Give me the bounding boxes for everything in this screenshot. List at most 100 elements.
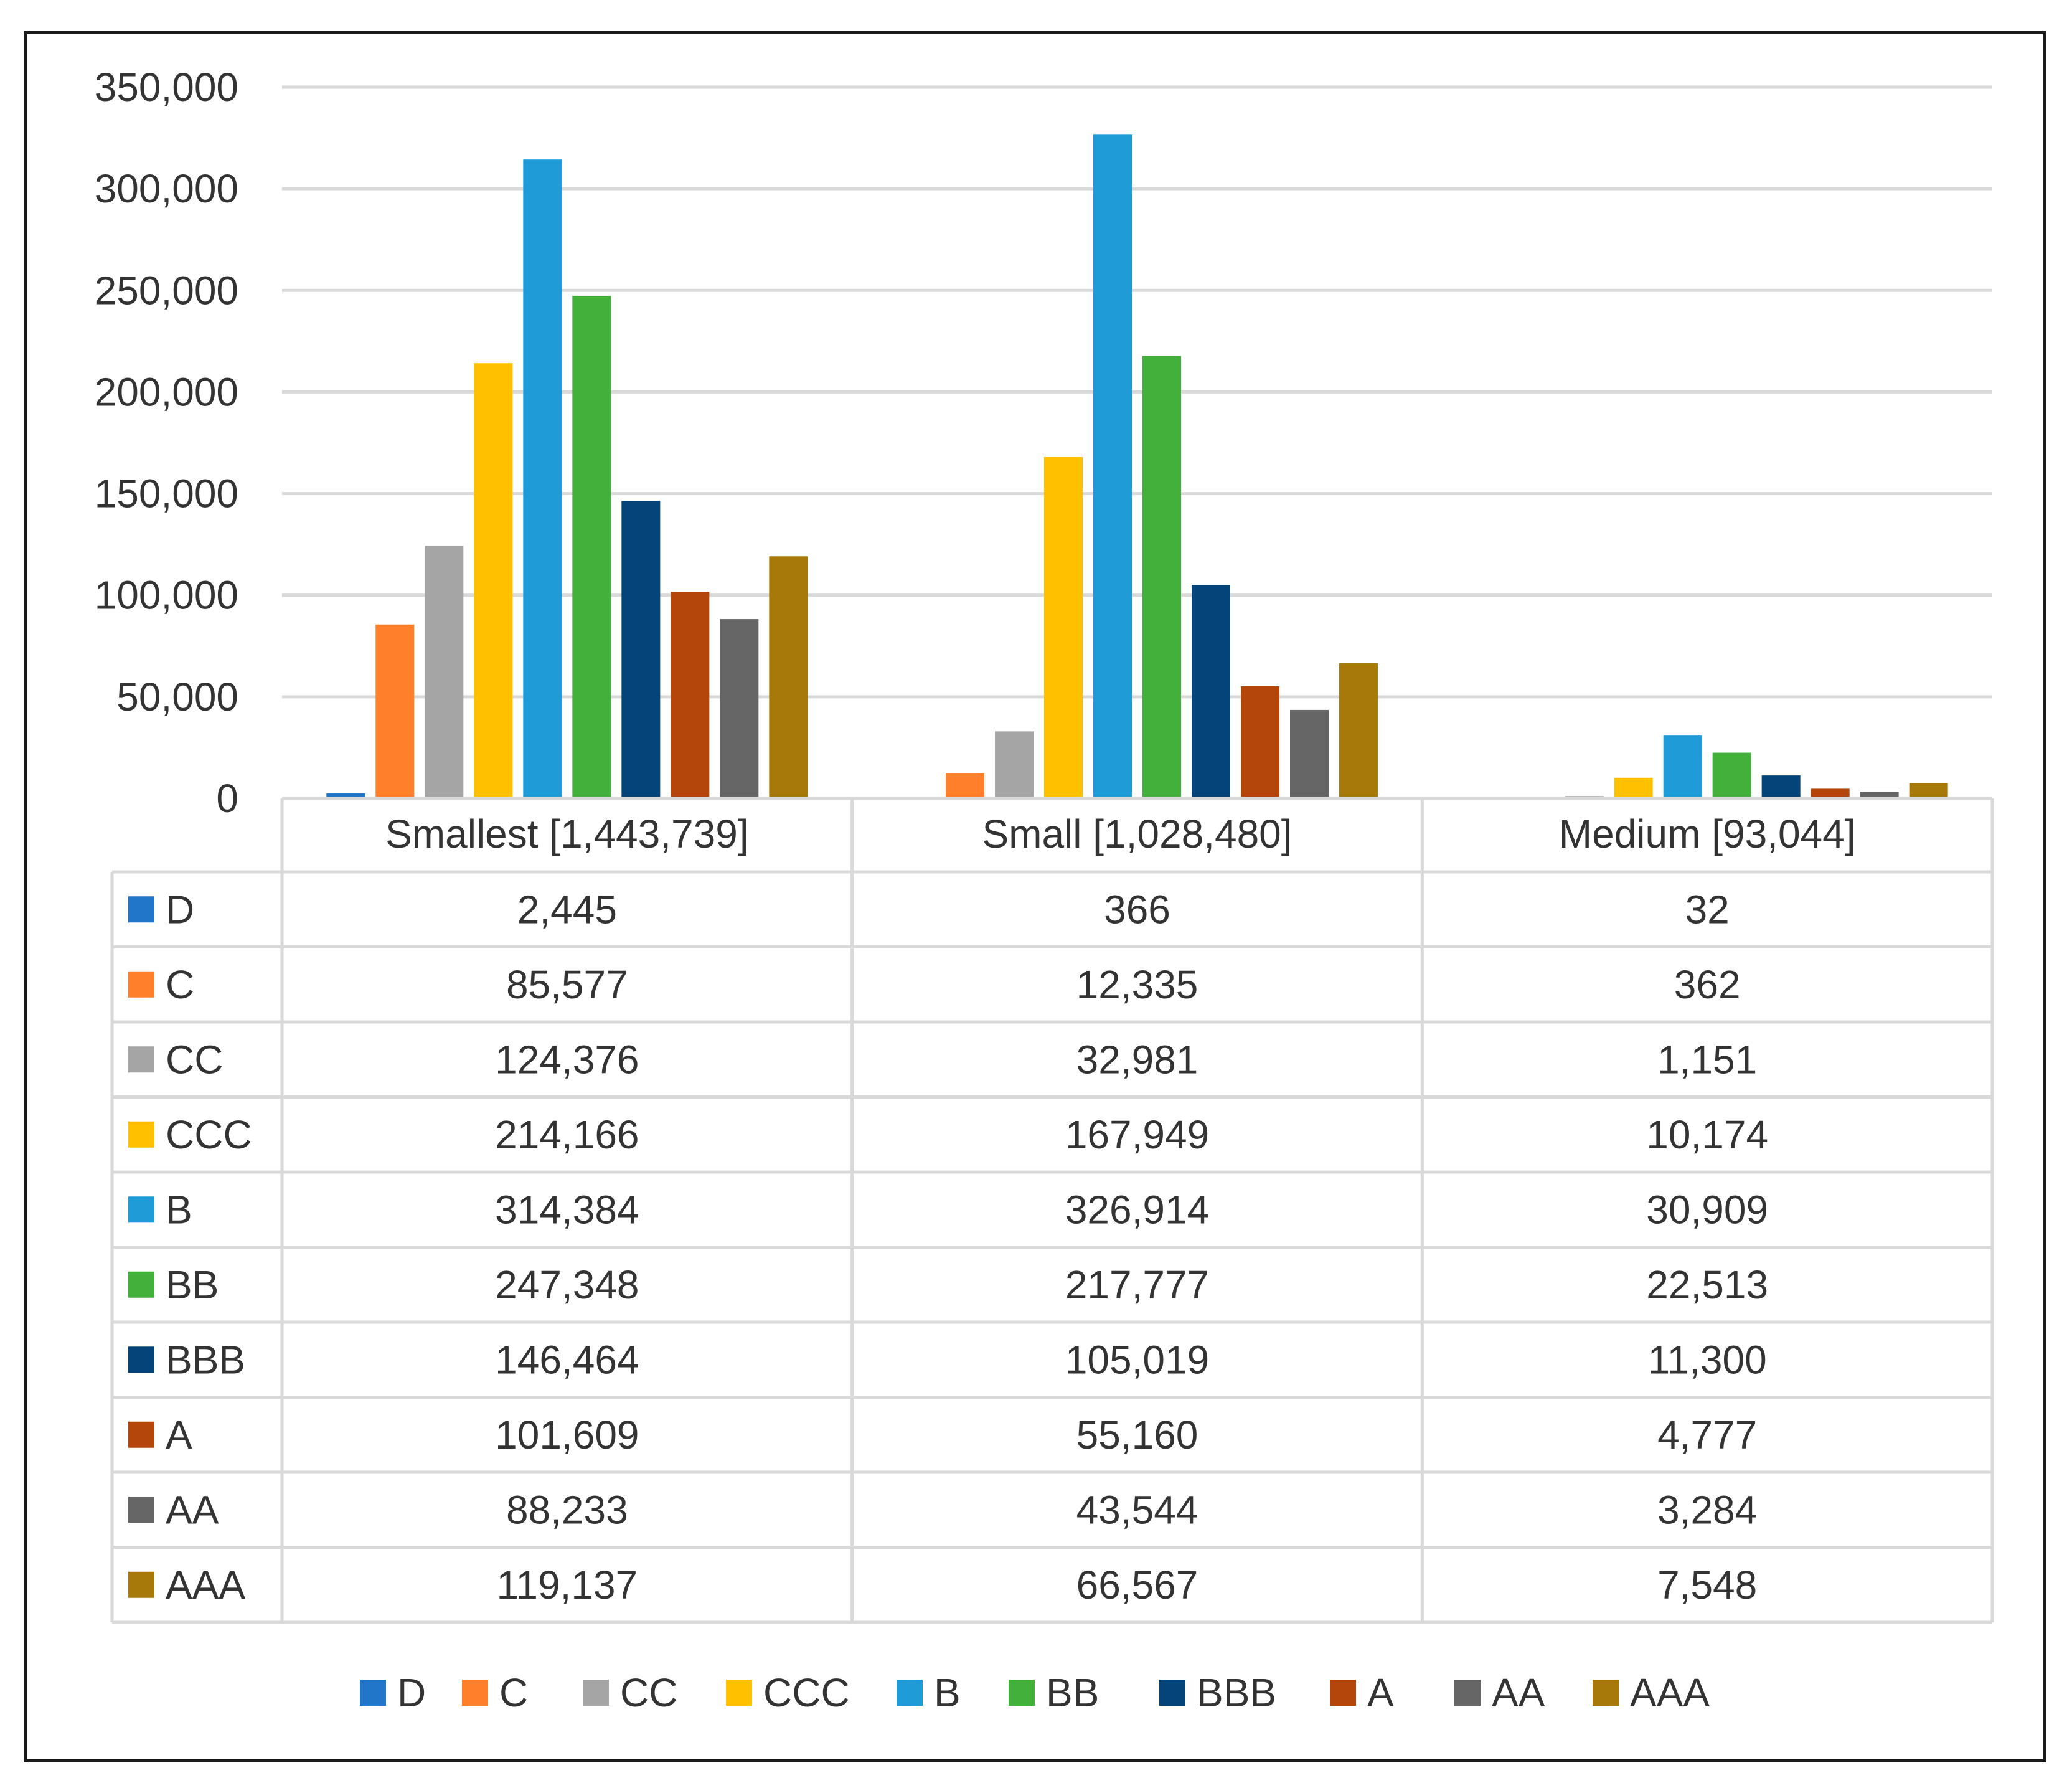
legend-swatch (1159, 1680, 1185, 1706)
table-row-label: D (166, 887, 194, 932)
legend-swatch (1330, 1680, 1356, 1706)
legend-swatch (1009, 1680, 1035, 1706)
bar-d (326, 793, 365, 798)
table-row-label: BBB (166, 1337, 245, 1382)
table-row-label: BB (166, 1262, 219, 1307)
table-cell-value: 214,166 (495, 1112, 639, 1157)
table-cell-value: 105,019 (1065, 1337, 1209, 1382)
table-cell-value: 366 (1104, 887, 1170, 932)
table-row-label: A (166, 1412, 192, 1457)
y-tick-label: 150,000 (95, 471, 238, 516)
legend-label: D (397, 1670, 426, 1715)
bar-bb (1712, 752, 1751, 798)
bar-cc (995, 731, 1034, 798)
legend-swatch (462, 1680, 488, 1706)
bar-aaa (1339, 663, 1378, 798)
bar-aa (1860, 792, 1899, 798)
table-cell-value: 362 (1674, 962, 1741, 1007)
legend-swatch (583, 1680, 609, 1706)
category-label: Small [1,028,480] (982, 811, 1292, 856)
table-cell-value: 32 (1685, 887, 1730, 932)
y-tick-label: 0 (216, 776, 238, 821)
bar-bb (572, 295, 611, 798)
table-legend-swatch (128, 1271, 154, 1298)
legend-label: B (934, 1670, 961, 1715)
table-cell-value: 4,777 (1657, 1412, 1757, 1457)
table-cell-value: 101,609 (495, 1412, 639, 1457)
bar-c (946, 773, 984, 798)
table-row-label: AAA (166, 1563, 245, 1607)
table-cell-value: 66,567 (1076, 1563, 1198, 1607)
y-tick-label: 50,000 (116, 674, 238, 719)
table-row-label: CCC (166, 1112, 252, 1157)
table-cell-value: 85,577 (506, 962, 628, 1007)
table-legend-swatch (128, 1421, 154, 1448)
bar-aa (1290, 709, 1329, 798)
table-legend-swatch (128, 1196, 154, 1223)
y-tick-label: 350,000 (95, 65, 238, 110)
table-cell-value: 247,348 (495, 1262, 639, 1307)
table-row-label: C (166, 962, 194, 1007)
bar-aaa (769, 556, 808, 798)
table-cell-value: 11,300 (1648, 1337, 1767, 1382)
legend-swatch (360, 1680, 386, 1706)
bar-aa (720, 619, 759, 798)
table-cell-value: 124,376 (495, 1037, 639, 1082)
chart-frame (24, 31, 2046, 1762)
y-tick-label: 250,000 (95, 268, 238, 313)
table-row-label: CC (166, 1037, 223, 1082)
table-legend-swatch (128, 1121, 154, 1148)
table-legend-swatch (128, 1046, 154, 1073)
table-cell-value: 2,445 (517, 887, 617, 932)
legend-swatch (1454, 1680, 1481, 1706)
bar-bbb (1761, 775, 1801, 798)
table-cell-value: 30,909 (1646, 1187, 1768, 1232)
legend-label: A (1367, 1670, 1394, 1715)
legend-label: AAA (1630, 1670, 1710, 1715)
legend-swatch (1593, 1680, 1619, 1706)
table-legend-swatch (128, 1497, 154, 1523)
legend-label: CC (620, 1670, 677, 1715)
bar-a (671, 592, 710, 798)
bar-bbb (621, 501, 661, 798)
legend-label: BB (1046, 1670, 1099, 1715)
bar-b (523, 159, 562, 798)
table-cell-value: 32,981 (1076, 1037, 1198, 1082)
y-tick-label: 300,000 (95, 166, 238, 211)
legend-label: C (499, 1670, 528, 1715)
table-cell-value: 1,151 (1657, 1037, 1757, 1082)
bar-ccc (474, 363, 513, 798)
bar-b (1093, 134, 1132, 799)
bar-bbb (1192, 585, 1230, 798)
bar-bb (1142, 356, 1181, 798)
legend-label: CCC (763, 1670, 850, 1715)
category-label: Medium [93,044] (1559, 811, 1856, 856)
table-row-label: B (166, 1187, 192, 1232)
table-cell-value: 88,233 (506, 1487, 628, 1532)
table-legend-swatch (128, 1571, 154, 1598)
y-tick-label: 100,000 (95, 573, 238, 618)
table-legend-swatch (128, 1346, 154, 1373)
legend-swatch (897, 1680, 923, 1706)
y-tick-label: 200,000 (95, 369, 238, 414)
bar-ccc (1614, 777, 1653, 798)
table-cell-value: 10,174 (1646, 1112, 1768, 1157)
bar-a (1811, 788, 1850, 798)
bar-cc (425, 546, 464, 798)
table-cell-value: 314,384 (495, 1187, 639, 1232)
bar-aaa (1909, 783, 1948, 798)
bar-a (1241, 686, 1279, 798)
legend-swatch (726, 1680, 752, 1706)
table-cell-value: 167,949 (1065, 1112, 1209, 1157)
table-cell-value: 217,777 (1065, 1262, 1209, 1307)
bar-ccc (1044, 457, 1083, 798)
legend-label: AA (1492, 1670, 1545, 1715)
table-cell-value: 55,160 (1076, 1412, 1198, 1457)
table-cell-value: 7,548 (1657, 1563, 1757, 1607)
table-cell-value: 22,513 (1646, 1262, 1768, 1307)
bar-b (1663, 735, 1702, 798)
table-cell-value: 146,464 (495, 1337, 639, 1382)
table-cell-value: 3,284 (1657, 1487, 1757, 1532)
legend-label: BBB (1197, 1670, 1276, 1715)
